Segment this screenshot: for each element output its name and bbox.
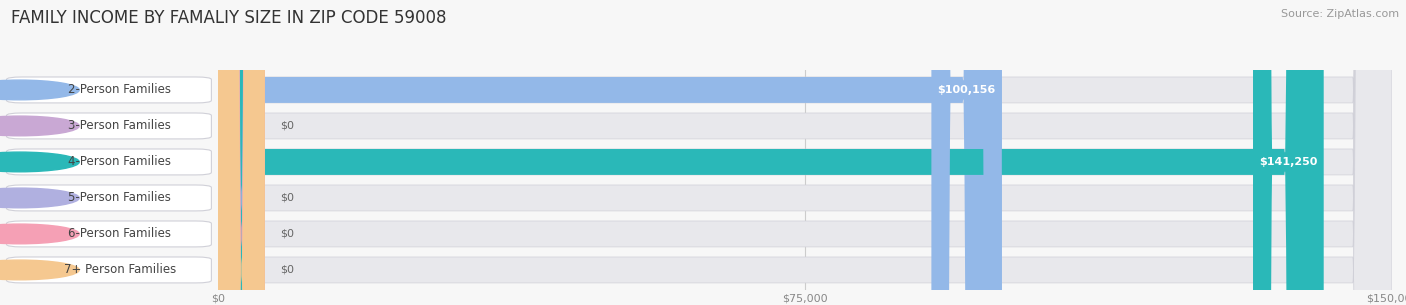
Text: 6-Person Families: 6-Person Families <box>69 228 172 240</box>
Text: $0: $0 <box>281 193 294 203</box>
FancyBboxPatch shape <box>7 149 211 175</box>
FancyBboxPatch shape <box>931 0 1002 305</box>
FancyBboxPatch shape <box>7 113 211 139</box>
FancyBboxPatch shape <box>218 0 1392 305</box>
Text: 7+ Person Families: 7+ Person Families <box>63 264 176 276</box>
FancyBboxPatch shape <box>7 257 211 283</box>
FancyBboxPatch shape <box>218 0 1002 305</box>
FancyBboxPatch shape <box>218 0 264 305</box>
Circle shape <box>0 116 79 136</box>
Circle shape <box>0 188 79 208</box>
Circle shape <box>0 80 79 100</box>
Text: $0: $0 <box>281 229 294 239</box>
FancyBboxPatch shape <box>218 0 1392 305</box>
Text: $141,250: $141,250 <box>1258 157 1317 167</box>
Text: 5-Person Families: 5-Person Families <box>69 192 172 204</box>
Text: $0: $0 <box>281 121 294 131</box>
Text: $0: $0 <box>281 265 294 275</box>
Circle shape <box>0 224 79 244</box>
FancyBboxPatch shape <box>218 0 1392 305</box>
FancyBboxPatch shape <box>218 0 1392 305</box>
FancyBboxPatch shape <box>7 221 211 247</box>
Text: $100,156: $100,156 <box>938 85 995 95</box>
FancyBboxPatch shape <box>7 77 211 103</box>
FancyBboxPatch shape <box>218 0 264 305</box>
Text: FAMILY INCOME BY FAMALIY SIZE IN ZIP CODE 59008: FAMILY INCOME BY FAMALIY SIZE IN ZIP COD… <box>11 9 447 27</box>
FancyBboxPatch shape <box>218 0 264 305</box>
FancyBboxPatch shape <box>218 0 1392 305</box>
Text: 2-Person Families: 2-Person Families <box>69 84 172 96</box>
FancyBboxPatch shape <box>218 0 1323 305</box>
FancyBboxPatch shape <box>1253 0 1323 305</box>
Text: 3-Person Families: 3-Person Families <box>69 120 172 132</box>
FancyBboxPatch shape <box>218 0 264 305</box>
Text: 4-Person Families: 4-Person Families <box>69 156 172 168</box>
Circle shape <box>0 152 79 172</box>
FancyBboxPatch shape <box>218 0 1392 305</box>
Text: Source: ZipAtlas.com: Source: ZipAtlas.com <box>1281 9 1399 19</box>
FancyBboxPatch shape <box>7 185 211 211</box>
Circle shape <box>0 260 79 280</box>
